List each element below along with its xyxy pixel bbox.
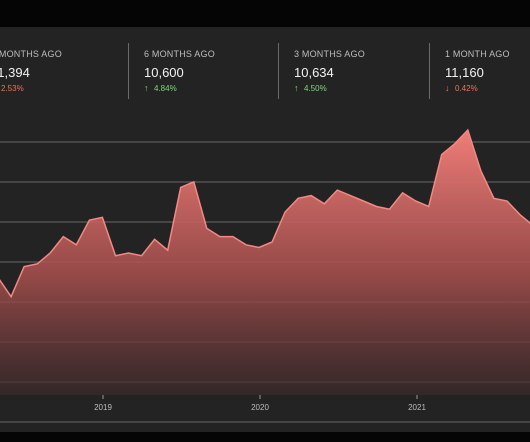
stat-change: ↓2.53% xyxy=(0,83,24,93)
stat-divider xyxy=(128,43,129,99)
area-chart: 2019 2020 2021 xyxy=(0,115,530,432)
stat-change: ↓ 0.42% xyxy=(445,83,478,93)
stat-label: 2 MONTHS AGO xyxy=(0,49,62,59)
area-fill xyxy=(0,130,530,395)
stat-value: 11,160 xyxy=(445,65,484,80)
stats-row: 2 MONTHS AGO 11,394 ↓2.53% 6 MONTHS AGO … xyxy=(0,27,530,115)
x-tick-label: 2019 xyxy=(94,403,112,412)
arrow-up-icon: ↑ xyxy=(294,83,299,93)
stat-change: ↑ 4.84% xyxy=(144,83,177,93)
stat-change-value: 4.50% xyxy=(304,84,327,93)
arrow-down-icon: ↓ xyxy=(445,83,450,93)
stat-divider xyxy=(278,43,279,99)
stat-change: ↑ 4.50% xyxy=(294,83,327,93)
x-tick-label: 2020 xyxy=(251,403,269,412)
stat-label: 6 MONTHS AGO xyxy=(144,49,215,59)
stat-label: 3 MONTHS AGO xyxy=(294,49,365,59)
stat-value: 10,600 xyxy=(144,65,184,80)
stat-value: 11,394 xyxy=(0,65,30,80)
series-line xyxy=(0,128,530,299)
stat-change-value: 0.42% xyxy=(455,84,478,93)
chart-panel: 2 MONTHS AGO 11,394 ↓2.53% 6 MONTHS AGO … xyxy=(0,27,530,432)
stat-value: 10,634 xyxy=(294,65,334,80)
arrow-up-icon: ↑ xyxy=(144,83,149,93)
stat-label: 1 MONTH AGO xyxy=(445,49,510,59)
stat-change-value: 2.53% xyxy=(1,84,24,93)
x-tick-label: 2021 xyxy=(408,403,426,412)
stat-change-value: 4.84% xyxy=(154,84,177,93)
stat-divider xyxy=(429,43,430,99)
area-chart-svg xyxy=(0,128,530,423)
